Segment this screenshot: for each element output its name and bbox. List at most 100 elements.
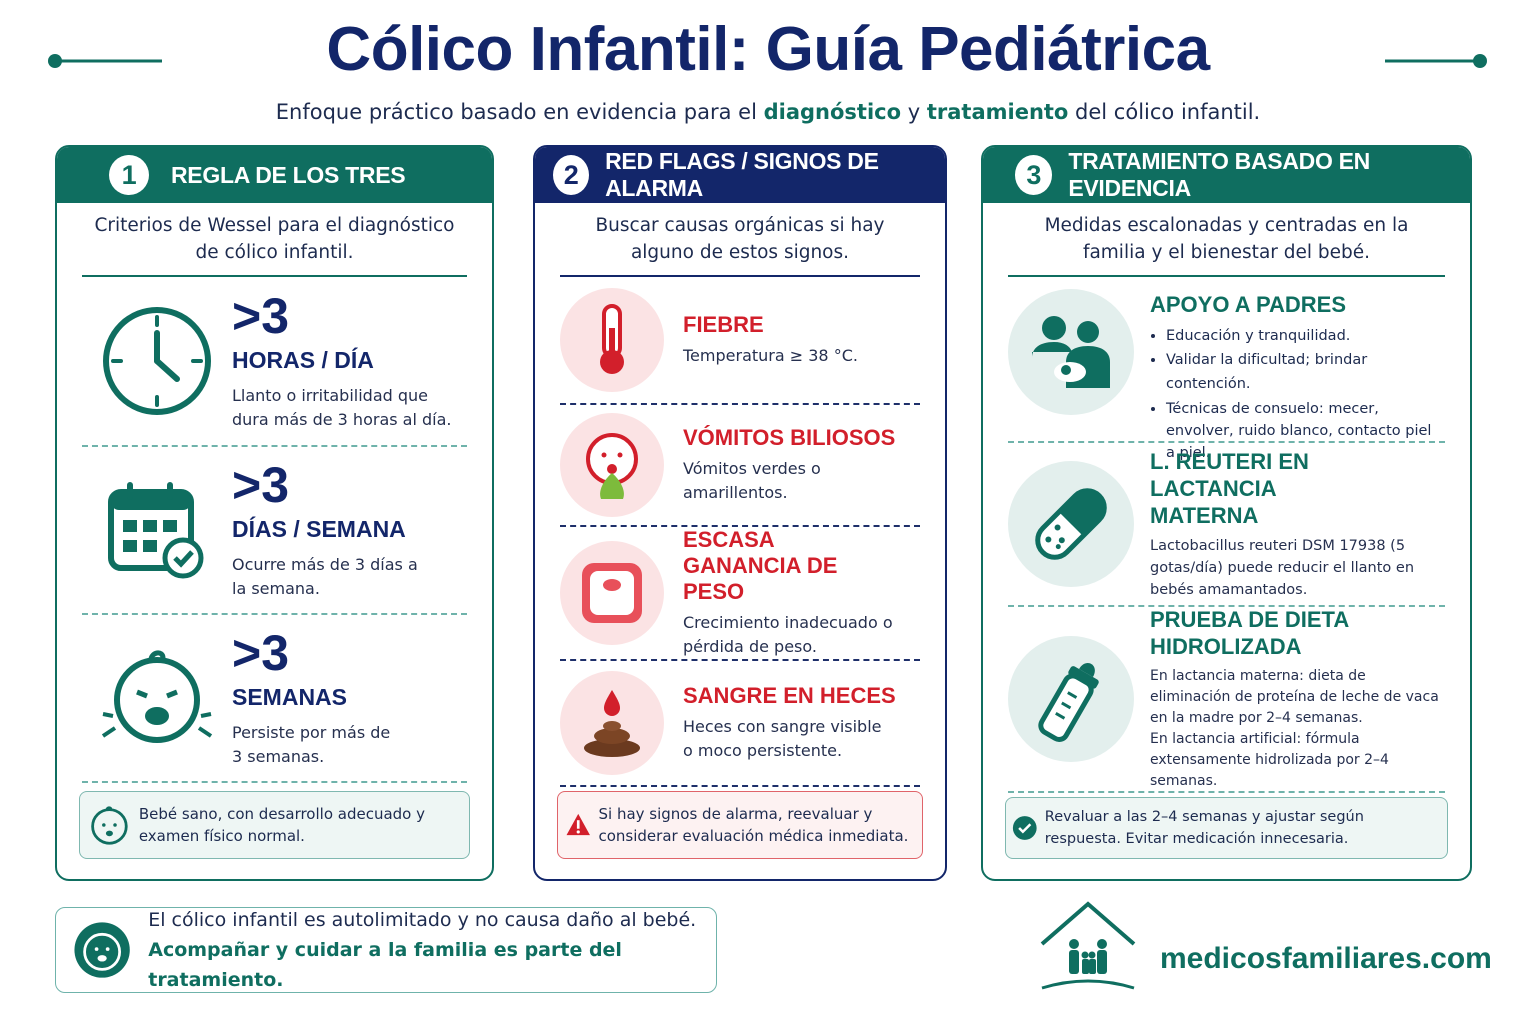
icon-circle	[560, 413, 664, 517]
criterion-label: HORAS / DÍA	[232, 346, 374, 373]
footer-line: El cólico infantil es autolimitado y no …	[148, 909, 697, 931]
criterion-label: DÍAS / SEMANA	[232, 515, 406, 542]
note-text: Bebé sano, con desarrollo adecuado y exa…	[138, 805, 425, 845]
panel-title: REGLA DE LOS TRES	[171, 161, 406, 188]
bullet: Validar la dificultad; brindar contenció…	[1166, 348, 1440, 396]
baby-icon	[74, 922, 130, 978]
calendar-icon	[108, 482, 204, 579]
criterion-value: >3	[232, 287, 290, 344]
note-text: Revaluar a las 2–4 semanas y ajustar seg…	[1044, 809, 1364, 847]
criterion: >3 HORAS / DÍA Llanto o irritabilidad que …	[82, 277, 467, 447]
icon	[560, 288, 683, 392]
capsule-icon	[1035, 488, 1107, 560]
treatment: PRUEBA DE DIETA HIDROLIZADA En lactancia …	[1008, 607, 1445, 793]
logo	[1040, 901, 1136, 990]
treatment-text: APOYO A PADRES Educación y tranquilidad.…	[1150, 289, 1440, 464]
panel-header: 2 RED FLAGS / SIGNOS DE ALARMA	[535, 147, 945, 203]
icon-circle	[560, 288, 664, 392]
note: Si hay signos de alarma, reevaluar y con…	[557, 791, 923, 859]
treatment-desc: Lactobacillus reuteri DSM 17938 (5 gotas…	[1150, 537, 1415, 598]
note: Revaluar a las 2–4 semanas y ajustar seg…	[1005, 797, 1448, 859]
icon	[560, 541, 683, 645]
panel-intro: Criterios de Wessel para el diagnóstico …	[82, 203, 467, 277]
criterion-value: >3	[232, 456, 290, 513]
icon	[560, 413, 683, 517]
red-flag: SANGRE EN HECES Heces con sangre visible …	[560, 661, 920, 787]
criterion-text: >3 HORAS / DÍA Llanto o irritabilidad que …	[232, 291, 452, 432]
subtitle-highlight: tratamiento	[926, 100, 1069, 124]
icon-circle	[1008, 636, 1134, 762]
panel-intro: Buscar causas orgánicas si hay alguno de…	[560, 203, 920, 277]
red-flag: FIEBRE Temperatura ≥ 38 °C.	[560, 277, 920, 405]
red-flag: VÓMITOS BILIOSOS Vómitos verdes o amarill…	[560, 405, 920, 527]
treatment-text: L. REUTERI EN LACTANCIA MATERNA Lactobaci…	[1150, 448, 1415, 601]
panel: 3 TRATAMIENTO BASADO EN EVIDENCIA Medidas…	[981, 145, 1472, 881]
red-flag-title: FIEBRE	[683, 312, 764, 337]
subtitle-text: del cólico infantil.	[1075, 100, 1261, 124]
vomit-icon	[586, 433, 638, 499]
criterion-text: >3 SEMANAS Persiste por más de 3 semanas.	[232, 628, 402, 769]
footer-text: El cólico infantil es autolimitado y no …	[148, 905, 716, 995]
parents-icon	[1032, 316, 1110, 388]
red-flag-text: ESCASA GANANCIA DE PESO Crecimiento inade…	[683, 527, 893, 659]
note: Bebé sano, con desarrollo adecuado y exa…	[79, 791, 470, 859]
red-flag-desc: Crecimiento inadecuado o pérdida de peso…	[683, 613, 893, 656]
panel-number: 2	[553, 155, 590, 195]
panel: 1 REGLA DE LOS TRES Criterios de Wessel p…	[55, 145, 494, 881]
red-flag-text: FIEBRE Temperatura ≥ 38 °C.	[683, 312, 858, 368]
subtitle-highlight: diagnóstico	[763, 100, 902, 124]
panel-header: 3 TRATAMIENTO BASADO EN EVIDENCIA	[983, 147, 1470, 203]
treatment-desc: En lactancia artificial: fórmula extensa…	[1150, 731, 1389, 789]
treatment: L. REUTERI EN LACTANCIA MATERNA Lactobaci…	[1008, 443, 1445, 607]
red-flag-desc: Vómitos verdes o amarillentos.	[683, 459, 821, 502]
bullet: Educación y tranquilidad.	[1166, 324, 1440, 348]
icon	[1008, 636, 1150, 762]
icon	[1008, 289, 1150, 415]
panel-number: 1	[109, 155, 149, 195]
bullet-list: Educación y tranquilidad.Validar la difi…	[1150, 324, 1440, 464]
red-flag: ESCASA GANANCIA DE PESO Crecimiento inade…	[560, 527, 920, 661]
criterion-value: >3	[232, 624, 290, 681]
bullet: Técnicas de consuelo: mecer, envolver, r…	[1166, 398, 1440, 464]
red-flag-desc: Heces con sangre visible o moco persiste…	[683, 717, 882, 760]
check-icon	[1012, 816, 1037, 840]
treatment-title: PRUEBA DE DIETA HIDROLIZADA	[1150, 607, 1349, 659]
criterion-label: SEMANAS	[232, 683, 348, 710]
thermometer-icon	[600, 304, 624, 374]
icon-circle	[1008, 461, 1134, 587]
scale-icon	[582, 563, 642, 623]
decor-lines	[48, 54, 1487, 68]
note-text: Si hay signos de alarma, reevaluar y con…	[598, 805, 909, 845]
icon	[1008, 461, 1150, 587]
panel: 2 RED FLAGS / SIGNOS DE ALARMA Buscar cau…	[533, 145, 947, 881]
icon-circle	[1008, 289, 1134, 415]
treatment: APOYO A PADRES Educación y tranquilidad.…	[1008, 277, 1445, 461]
baby-icon	[91, 806, 128, 845]
panel-title: TRATAMIENTO BASADO EN EVIDENCIA	[1068, 148, 1370, 201]
subtitle-text: Enfoque práctico basado en evidencia par…	[275, 100, 757, 124]
red-flag-title: VÓMITOS BILIOSOS	[683, 425, 896, 450]
brand: medicosfamiliares.com	[1160, 942, 1492, 975]
icon-circle	[560, 671, 664, 775]
icon	[82, 305, 232, 417]
subtitle: Enfoque práctico basado en evidencia par…	[0, 100, 1536, 124]
panel-number: 3	[1015, 155, 1053, 195]
criterion-desc: Ocurre más de 3 días a la semana.	[232, 554, 418, 598]
footer-message: El cólico infantil es autolimitado y no …	[55, 907, 717, 993]
panel-title: RED FLAGS / SIGNOS DE ALARMA	[605, 148, 879, 201]
red-flag-text: VÓMITOS BILIOSOS Vómitos verdes o amarill…	[683, 425, 920, 505]
icon	[82, 646, 232, 750]
title: Cólico Infantil: Guía Pediátrica	[326, 15, 1210, 84]
clock-icon	[103, 307, 211, 415]
criterion-text: >3 DÍAS / SEMANA Ocurre más de 3 días a la…	[232, 460, 422, 601]
criterion-desc: Llanto o irritabilidad que dura más de 3…	[232, 385, 452, 429]
bottle-icon	[1038, 663, 1099, 742]
panel-intro: Medidas escalonadas y centradas en la fa…	[1008, 203, 1445, 277]
icon	[82, 478, 232, 582]
red-flag-text: SANGRE EN HECES Heces con sangre visible …	[683, 683, 896, 763]
red-flag-title: ESCASA GANANCIA DE PESO	[683, 527, 838, 604]
warning-icon	[566, 813, 590, 836]
crying-baby-icon	[101, 650, 213, 743]
panel-header: 1 REGLA DE LOS TRES	[57, 147, 492, 203]
